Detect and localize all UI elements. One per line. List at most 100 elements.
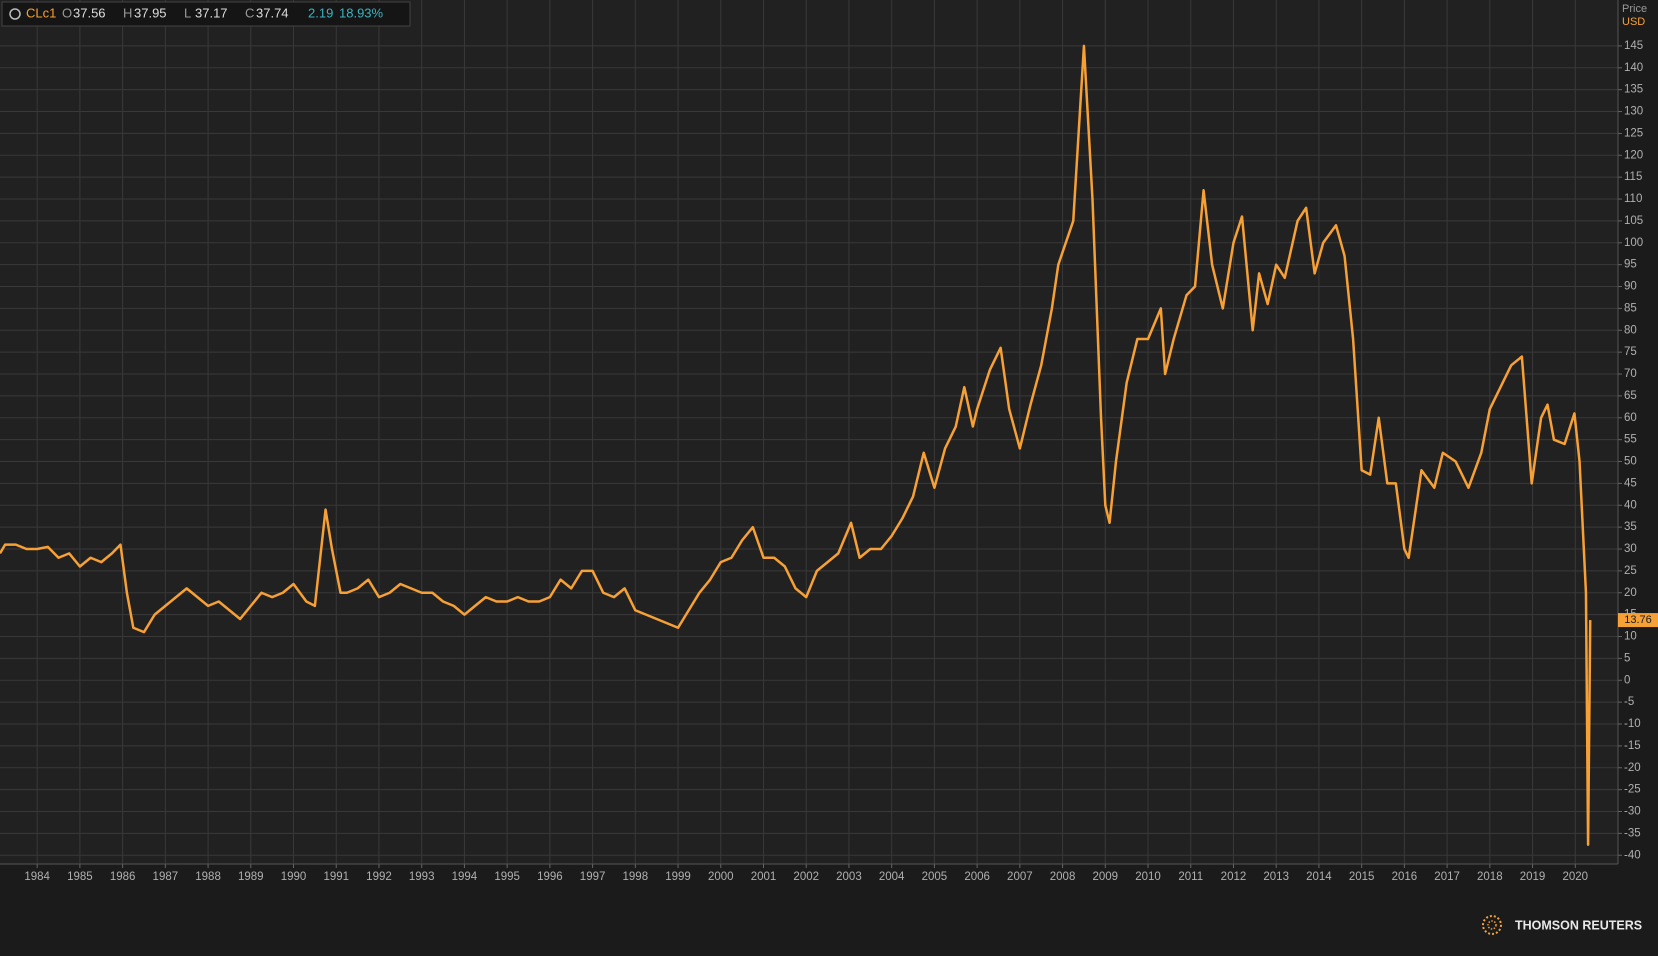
- y-tick-label: 45: [1624, 477, 1637, 489]
- y-tick-label: 40: [1624, 499, 1637, 511]
- x-tick-label: 2003: [836, 871, 862, 883]
- x-tick-label: 2008: [1050, 871, 1076, 883]
- y-tick-label: -20: [1624, 762, 1641, 774]
- ohlc-label: H: [123, 5, 132, 20]
- y-tick-label: -10: [1624, 718, 1641, 730]
- x-tick-label: 2002: [793, 871, 819, 883]
- ohlc-value: 37.74: [256, 5, 289, 20]
- x-tick-label: 1984: [24, 871, 50, 883]
- x-tick-label: 1989: [238, 871, 264, 883]
- x-tick-label: 1995: [494, 871, 520, 883]
- x-tick-label: 1985: [67, 871, 93, 883]
- logo-icon-inner: [1487, 920, 1497, 930]
- header: CLc1 O 37.56 H 37.95 L 37.17 C 37.74 2.19 18.93%: [1, 1, 411, 27]
- ohlc-label: L: [184, 5, 191, 20]
- x-tick-label: 2006: [964, 871, 990, 883]
- y-tick-label: 85: [1624, 302, 1637, 314]
- ohlc-value: 37.95: [134, 5, 167, 20]
- x-tick-label: 1988: [195, 871, 221, 883]
- y-tick-label: 30: [1624, 543, 1637, 555]
- last-price-label: 13.76: [1624, 614, 1652, 626]
- y-tick-label: 140: [1624, 62, 1643, 74]
- plot: [0, 44, 1592, 846]
- y-tick-label: 65: [1624, 390, 1637, 402]
- y-tick-label: 135: [1624, 84, 1643, 96]
- last-price-box: [1618, 613, 1658, 628]
- x-tick-label: 1992: [366, 871, 392, 883]
- y-tick-label: 145: [1624, 40, 1643, 52]
- x-tick-label: 1994: [452, 871, 478, 883]
- ohlc-value: 37.56: [73, 5, 106, 20]
- plot-area: [0, 0, 1618, 864]
- y-tick-label: 100: [1624, 237, 1643, 249]
- x-tick-label: 2013: [1263, 871, 1289, 883]
- x-tick-label: 2017: [1434, 871, 1460, 883]
- logo-icon: [1482, 915, 1502, 935]
- header-box: [1, 1, 411, 27]
- y-tick-label: 50: [1624, 456, 1637, 468]
- y-tick-label: 90: [1624, 281, 1637, 293]
- y-tick-label: 55: [1624, 434, 1637, 446]
- x-tick-label: 1993: [409, 871, 435, 883]
- change: 2.19: [308, 5, 333, 20]
- header-icon: [9, 8, 21, 20]
- y-tick-label: 70: [1624, 368, 1637, 380]
- y-tick-label: 95: [1624, 259, 1637, 271]
- symbol: CLc1: [26, 5, 56, 20]
- x-tick-label: 2009: [1093, 871, 1119, 883]
- x-tick-label: 1998: [623, 871, 649, 883]
- x-tick-label: 1987: [153, 871, 179, 883]
- y-tick-label: 20: [1624, 587, 1637, 599]
- y-axis-unit: USD: [1622, 16, 1645, 28]
- x-tick-label: 1991: [323, 871, 349, 883]
- y-tick-label: 115: [1624, 171, 1642, 183]
- y-tick-label: 60: [1624, 412, 1637, 424]
- y-tick-label: 110: [1624, 193, 1642, 205]
- x-tick-label: 1990: [281, 871, 307, 883]
- y-tick-label: -15: [1624, 740, 1641, 752]
- brand: THOMSON REUTERS: [1515, 918, 1642, 932]
- x-tick-label: 1996: [537, 871, 563, 883]
- y-tick-label: 5: [1624, 652, 1630, 664]
- y-tick-label: 10: [1624, 631, 1637, 643]
- y-tick-label: 25: [1624, 565, 1637, 577]
- x-tick-label: 2014: [1306, 871, 1332, 883]
- y-tick-label: -5: [1624, 696, 1634, 708]
- y-tick-label: 80: [1624, 324, 1637, 336]
- x-tick-label: 2016: [1392, 871, 1418, 883]
- y-tick-label: 120: [1624, 149, 1643, 161]
- x-tick-label: 2015: [1349, 871, 1375, 883]
- x-tick-label: 1986: [110, 871, 136, 883]
- y-tick-label: 75: [1624, 346, 1637, 358]
- x-tick-label: 1999: [665, 871, 691, 883]
- x-tick-label: 2019: [1520, 871, 1546, 883]
- brand-logo: THOMSON REUTERS: [1482, 915, 1642, 935]
- y-tick-label: 105: [1624, 215, 1643, 227]
- x-tick-label: 2012: [1221, 871, 1247, 883]
- y-tick-label: -35: [1624, 827, 1641, 839]
- ohlc-label: C: [245, 5, 254, 20]
- y-tick-label: 125: [1624, 127, 1643, 139]
- y-tick-label: 0: [1624, 674, 1630, 686]
- y-tick-label: 130: [1624, 106, 1643, 118]
- ohlc-value: 37.17: [195, 5, 228, 20]
- y-axis-label: Price: [1622, 3, 1647, 15]
- ohlc-label: O: [62, 5, 72, 20]
- y-tick-label: -40: [1624, 849, 1641, 861]
- x-tick-label: 2005: [922, 871, 948, 883]
- y-tick-label: 35: [1624, 521, 1637, 533]
- y-tick-label: -25: [1624, 784, 1641, 796]
- x-tick-label: 2011: [1178, 871, 1203, 883]
- x-tick-label: 2001: [751, 871, 777, 883]
- x-tick-label: 2010: [1135, 871, 1161, 883]
- x-tick-label: 2004: [879, 871, 905, 883]
- x-tick-label: 2018: [1477, 871, 1503, 883]
- x-tick-label: 2000: [708, 871, 734, 883]
- x-tick-label: 2007: [1007, 871, 1033, 883]
- change-percent: 18.93%: [339, 5, 384, 20]
- y-tick-label: -30: [1624, 806, 1641, 818]
- x-tick-label: 1997: [580, 871, 606, 883]
- x-tick-label: 2020: [1562, 871, 1588, 883]
